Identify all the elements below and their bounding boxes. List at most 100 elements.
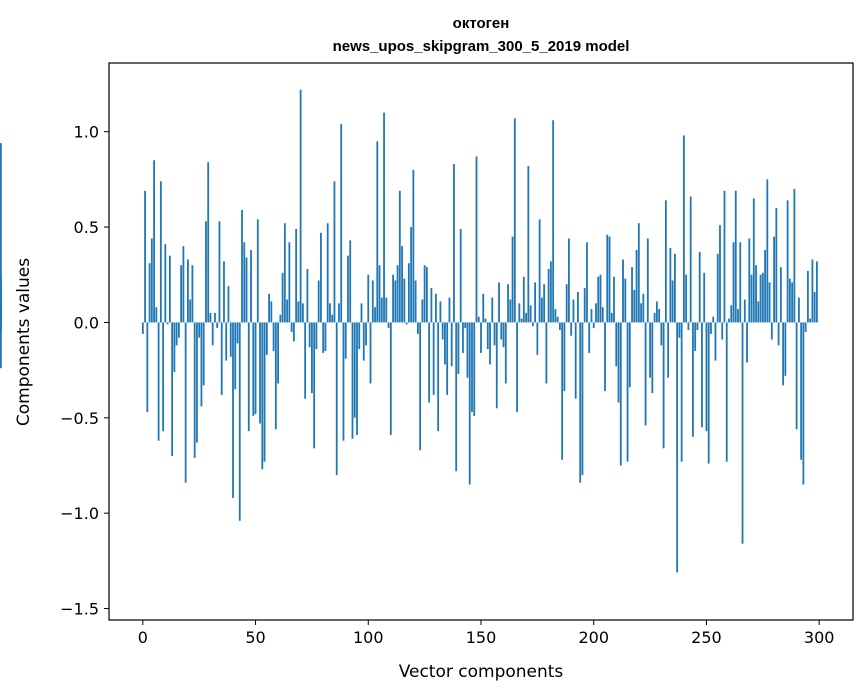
bar-component-75 — [311, 322, 313, 393]
bar-component-102 — [371, 280, 374, 323]
bar-component-120 — [412, 169, 415, 323]
bar-component-undefined — [0, 322, 2, 332]
bar-component-89 — [342, 322, 345, 441]
bar-component-185 — [559, 322, 561, 331]
bar-component-182 — [552, 120, 555, 323]
bar-component-173 — [531, 322, 534, 327]
bar-component-48 — [250, 249, 252, 323]
bar-component-250 — [705, 322, 708, 432]
bar-component-144 — [466, 322, 469, 378]
bar-component-216 — [628, 322, 631, 388]
bar-component-97 — [360, 303, 363, 323]
bar-component-262 — [732, 242, 735, 323]
y-axis-label: Components values — [14, 258, 34, 426]
bar-component-297 — [811, 259, 814, 323]
bar-component-189 — [568, 238, 570, 323]
bar-component-198 — [588, 322, 591, 353]
bar-component-28 — [205, 221, 207, 323]
bar-component-224 — [646, 238, 649, 323]
bar-component-278 — [768, 282, 771, 323]
bar-component-8 — [159, 181, 162, 323]
bar-component-87 — [338, 303, 340, 323]
bar-component-67 — [292, 322, 295, 342]
bar-component-153 — [486, 322, 489, 350]
bar-component-264 — [737, 309, 739, 323]
x-tick-label: 50 — [245, 628, 265, 647]
bar-component-199 — [590, 309, 593, 323]
bar-component-33 — [216, 322, 219, 329]
bar-component-292 — [800, 322, 803, 460]
bar-component-186 — [561, 322, 564, 460]
bar-component-45 — [243, 242, 246, 323]
bar-component-193 — [577, 291, 579, 323]
bar-component-249 — [703, 272, 706, 323]
bar-component-0 — [141, 322, 144, 334]
bar-component-202 — [597, 276, 600, 323]
bar-component-121 — [414, 280, 417, 323]
bar-component-96 — [358, 322, 361, 350]
bar-component-217 — [631, 267, 633, 323]
bar-component-99 — [365, 322, 367, 346]
y-tick-label: 0.0 — [74, 313, 99, 332]
bar-component-69 — [297, 301, 300, 323]
bar-component-17 — [180, 265, 183, 323]
bar-component-259 — [725, 322, 728, 462]
bar-component-42 — [236, 322, 239, 344]
bar-component-277 — [766, 179, 769, 323]
bar-component-14 — [173, 322, 176, 373]
bar-component-140 — [457, 322, 460, 374]
bar-component-197 — [586, 242, 588, 323]
bar-component-30 — [209, 312, 212, 323]
bar-component-38 — [227, 286, 230, 323]
bar-component-269 — [748, 238, 751, 323]
x-tick-label: 200 — [578, 628, 609, 647]
bar-component-240 — [683, 135, 685, 323]
y-tick-label: 1.0 — [74, 123, 99, 142]
bar-component-95 — [356, 322, 358, 435]
bar-component-200 — [592, 322, 595, 329]
bar-component-220 — [637, 223, 640, 323]
bar-component-270 — [750, 274, 753, 323]
bar-component-261 — [730, 305, 733, 323]
bar-component-251 — [707, 322, 710, 464]
x-axis-label: Vector components — [399, 662, 564, 682]
bar-component-284 — [782, 322, 785, 386]
bar-component-174 — [534, 282, 537, 323]
bar-component-179 — [545, 322, 548, 384]
bar-component-106 — [380, 297, 383, 323]
bar-component-253 — [712, 316, 715, 323]
bar-component-192 — [574, 322, 577, 399]
bar-component-7 — [157, 322, 160, 441]
bar-component-41 — [234, 322, 237, 390]
bar-component-248 — [701, 322, 703, 428]
bar-component-237 — [676, 322, 679, 573]
bar-component-128 — [430, 288, 433, 323]
bar-component-114 — [398, 190, 401, 323]
x-axis-ticks: 0 50 100 150 200 250 300 — [138, 620, 834, 647]
bar-component-116 — [403, 278, 406, 323]
bar-component-158 — [498, 282, 500, 323]
bar-component-129 — [432, 322, 435, 395]
bar-component-242 — [687, 322, 690, 331]
bar-component-100 — [367, 274, 370, 323]
bar-component-150 — [480, 322, 482, 353]
bar-component-125 — [423, 265, 426, 323]
bar-component-234 — [669, 248, 672, 323]
bar-component-86 — [335, 322, 338, 476]
x-tick-label: 250 — [691, 628, 722, 647]
chart-title: октоген — [453, 15, 510, 32]
bar-component-204 — [601, 307, 604, 323]
y-tick-label: −1.5 — [60, 600, 99, 619]
bar-component-157 — [495, 322, 498, 409]
bar-component-152 — [484, 318, 487, 323]
bar-component-160 — [502, 322, 505, 348]
bar-component-undefined — [0, 274, 2, 323]
bar-component-5 — [153, 160, 155, 323]
bar-component-138 — [453, 164, 455, 323]
bar-component-271 — [752, 198, 755, 323]
bar-component-134 — [444, 322, 446, 365]
bar-component-243 — [689, 196, 692, 323]
x-tick-label: 0 — [138, 628, 148, 647]
bar-component-273 — [757, 301, 760, 323]
bar-component-218 — [633, 290, 636, 323]
